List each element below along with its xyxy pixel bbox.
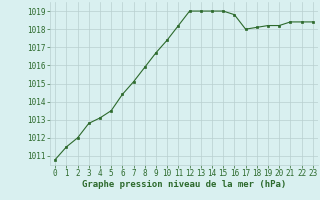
X-axis label: Graphe pression niveau de la mer (hPa): Graphe pression niveau de la mer (hPa): [82, 180, 286, 189]
